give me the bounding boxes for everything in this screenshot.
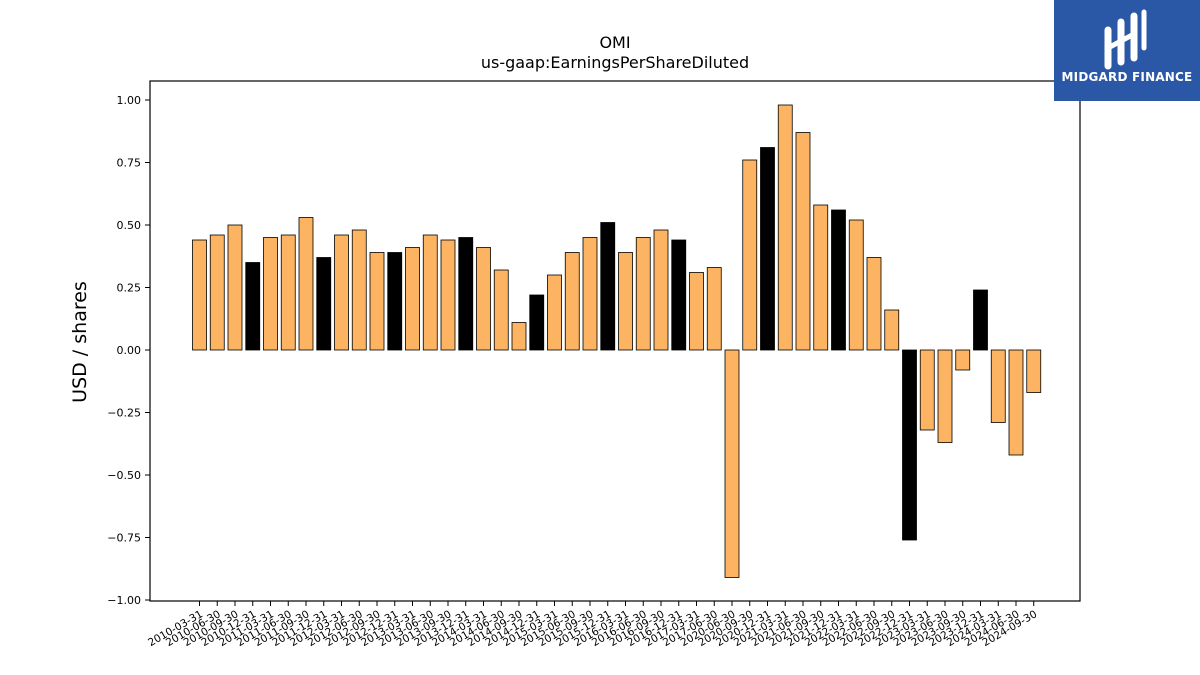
- bar-2016-09-30: [653, 229, 669, 351]
- y-tick-label: 0.50: [117, 219, 142, 232]
- bar-2022-09-30: [884, 309, 900, 351]
- bar-2010-09-30: [227, 224, 243, 351]
- bar-2014-12-31: [529, 294, 545, 351]
- bar-2017-03-31: [689, 272, 704, 351]
- brand-logo: MIDGARD FINANCE: [1054, 0, 1200, 101]
- chart-title: OMI: [599, 33, 630, 52]
- bar-2020-12-31: [760, 147, 775, 351]
- bar-2015-12-31: [600, 222, 616, 351]
- brand-mark-icon: [1104, 9, 1147, 70]
- bar-2011-03-31: [263, 237, 278, 351]
- y-tick-label: −0.25: [107, 407, 141, 420]
- bar-2023-03-31: [919, 349, 935, 431]
- x-axis: 2010-03-312010-06-302010-09-302010-12-31…: [146, 601, 1039, 649]
- bar-2011-09-30: [298, 217, 314, 351]
- bar-2022-03-31: [848, 219, 864, 351]
- bar-2016-12-31: [671, 239, 687, 351]
- bar-2021-06-30: [795, 132, 811, 351]
- bar-2020-09-30: [742, 159, 758, 351]
- bar-2013-09-30: [440, 239, 456, 351]
- bar-2023-06-30: [937, 349, 953, 443]
- y-tick-label: 0.00: [117, 344, 142, 357]
- bar-2021-12-31: [831, 209, 846, 351]
- bar-2015-06-30: [564, 252, 580, 351]
- bar-2020-06-30: [724, 349, 740, 578]
- bar-2022-06-30: [866, 257, 882, 351]
- bars: [192, 104, 1042, 578]
- bar-2016-06-30: [635, 237, 651, 351]
- bar-2011-06-30: [280, 234, 296, 351]
- y-tick-label: −0.75: [107, 532, 141, 545]
- y-tick-label: −0.50: [107, 469, 141, 482]
- bar-2024-03-31: [990, 349, 1006, 423]
- bar-2014-03-31: [476, 247, 491, 351]
- bar-2010-12-31: [245, 262, 261, 351]
- bar-2012-03-31: [334, 234, 349, 351]
- bar-2014-06-30: [493, 269, 509, 351]
- bar-2010-06-30: [209, 234, 225, 351]
- y-tick-label: 0.25: [117, 282, 142, 295]
- bar-2024-09-30: [1026, 349, 1042, 393]
- y-tick-label: −1.00: [107, 594, 141, 607]
- y-tick-label: 1.00: [117, 94, 142, 107]
- bar-2017-06-30: [706, 267, 722, 351]
- y-tick-label: 0.75: [117, 157, 142, 170]
- bar-2016-03-31: [618, 252, 633, 351]
- bar-2012-06-30: [351, 229, 367, 351]
- y-axis-label: USD / shares: [69, 281, 91, 403]
- bar-2024-06-30: [1008, 349, 1024, 456]
- bar-2023-12-31: [973, 289, 988, 351]
- bar-2012-12-31: [387, 252, 403, 351]
- bar-2013-12-31: [458, 237, 474, 351]
- bar-2014-09-30: [511, 322, 527, 351]
- bar-2013-03-31: [405, 247, 420, 351]
- bar-2012-09-30: [369, 252, 385, 351]
- bar-2021-09-30: [813, 204, 829, 351]
- bar-2023-09-30: [955, 349, 971, 371]
- bar-2013-06-30: [422, 234, 438, 351]
- plot-frame: [149, 80, 1081, 602]
- y-axis: −1.00 −0.75 −0.50 −0.25 0.00 0.25 0.50 0.75 1.00: [107, 94, 150, 607]
- brand-name: MIDGARD FINANCE: [1061, 70, 1193, 84]
- bar-2015-09-30: [582, 237, 598, 351]
- bar-2015-03-31: [547, 274, 562, 351]
- bar-2022-12-31: [902, 349, 917, 541]
- bar-2011-12-31: [316, 257, 332, 351]
- bar-2021-03-31: [777, 104, 793, 351]
- chart-subtitle: us-gaap:EarningsPerShareDiluted: [481, 53, 749, 72]
- bar-2010-03-31: [192, 239, 207, 351]
